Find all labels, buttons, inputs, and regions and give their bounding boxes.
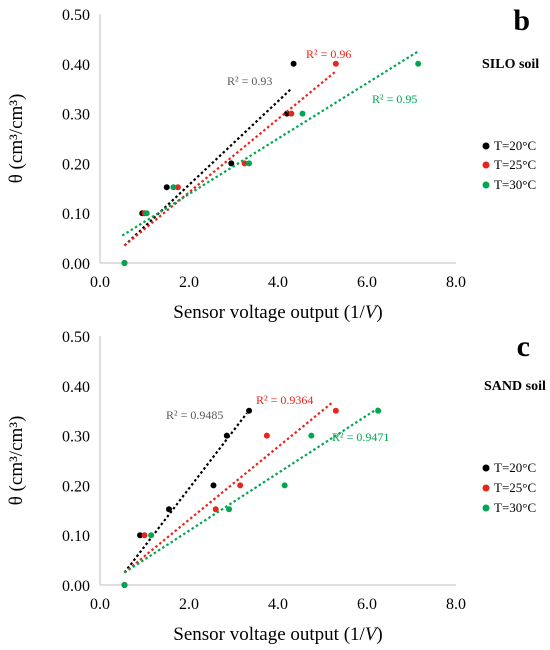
data-point bbox=[241, 160, 248, 167]
x-axis-label-text: Sensor voltage output (1/ bbox=[173, 624, 365, 645]
chart-panel-c: 0.00 0.10 0.20 0.30 0.40 0.50 0.0 2.0 4.0 6.0 8.0 S… bbox=[6, 329, 546, 645]
y-tick-label: 0.40 bbox=[62, 57, 90, 74]
x-axis-label-close: ) bbox=[376, 624, 382, 645]
y-tick-label: 0.10 bbox=[62, 206, 90, 223]
data-point bbox=[143, 210, 150, 217]
trendline bbox=[121, 50, 419, 237]
x-tick-label: 2.0 bbox=[179, 596, 199, 613]
chart-panel-b: 0.00 0.10 0.20 0.30 0.40 0.50 0.0 2.0 4.0 6.0 8.0 S… bbox=[6, 4, 539, 323]
data-point bbox=[137, 532, 144, 539]
y-tick-label: 0.30 bbox=[62, 107, 90, 124]
data-point bbox=[246, 160, 253, 167]
x-tick-label: 0.0 bbox=[90, 274, 110, 291]
legend-entry: T=25°C bbox=[494, 157, 536, 172]
y-tick-label: 0.50 bbox=[62, 7, 90, 24]
data-point bbox=[332, 60, 339, 67]
trendline bbox=[123, 70, 337, 247]
panel-label: c bbox=[517, 330, 530, 363]
y-tick-label: 0.40 bbox=[62, 379, 90, 396]
data-point bbox=[210, 482, 217, 489]
data-point bbox=[141, 532, 148, 539]
data-point bbox=[308, 432, 315, 439]
x-axis-label-text: Sensor voltage output (1/ bbox=[173, 302, 365, 323]
data-point bbox=[415, 60, 422, 67]
legend-entry: T=20°C bbox=[494, 460, 536, 475]
soil-label: SILO soil bbox=[482, 57, 539, 72]
x-axis-label: Sensor voltage output (1/V) bbox=[173, 302, 383, 323]
legend-entry: T=30°C bbox=[494, 500, 536, 515]
x-tick-label: 2.0 bbox=[179, 274, 199, 291]
r-squared-label: R² = 0.9485 bbox=[166, 408, 223, 422]
data-point bbox=[226, 506, 233, 513]
legend-entry: T=25°C bbox=[494, 480, 536, 495]
data-point bbox=[223, 432, 230, 439]
series-0: R² = 0.9485 bbox=[121, 407, 253, 588]
x-tick-label: 8.0 bbox=[446, 596, 466, 613]
data-point bbox=[174, 184, 181, 191]
legend-marker bbox=[482, 181, 490, 189]
series-1: R² = 0.9364 bbox=[121, 393, 339, 588]
legend-marker bbox=[482, 464, 490, 472]
x-tick-label: 4.0 bbox=[268, 274, 288, 291]
x-axis-label-variable: V bbox=[365, 302, 379, 323]
data-point bbox=[212, 506, 219, 513]
y-axis-label: θ (cm³/cm³) bbox=[6, 94, 27, 184]
trendline bbox=[123, 87, 293, 247]
data-point bbox=[165, 506, 172, 513]
data-point bbox=[237, 482, 244, 489]
series-2: R² = 0.9471 bbox=[121, 407, 389, 588]
legend-marker bbox=[482, 484, 490, 492]
legend-marker bbox=[482, 161, 490, 169]
data-point bbox=[299, 110, 306, 117]
data-point bbox=[121, 582, 128, 588]
data-point bbox=[290, 60, 297, 67]
x-axis-label-variable: V bbox=[365, 624, 379, 645]
y-axis-label: θ (cm³/cm³) bbox=[6, 416, 27, 506]
soil-label: SAND soil bbox=[484, 379, 546, 394]
data-point bbox=[283, 110, 290, 117]
series-2: R² = 0.95 bbox=[121, 50, 422, 266]
y-tick-label: 0.00 bbox=[62, 256, 90, 273]
x-tick-label: 0.0 bbox=[90, 596, 110, 613]
panel-label: b bbox=[513, 4, 530, 37]
legend-marker bbox=[482, 504, 490, 512]
y-tick-label: 0.20 bbox=[62, 478, 90, 495]
x-tick-label: 4.0 bbox=[268, 596, 288, 613]
trendline bbox=[123, 402, 333, 574]
x-tick-label: 6.0 bbox=[357, 596, 377, 613]
r-squared-label: R² = 0.9364 bbox=[256, 393, 313, 407]
data-point bbox=[288, 110, 295, 117]
y-tick-label: 0.50 bbox=[62, 329, 90, 346]
r-squared-label: R² = 0.95 bbox=[372, 92, 417, 106]
y-tick-label: 0.30 bbox=[62, 429, 90, 446]
trendline bbox=[123, 412, 248, 574]
data-point bbox=[375, 407, 382, 414]
y-tick-label: 0.10 bbox=[62, 528, 90, 545]
data-point bbox=[263, 432, 270, 439]
data-point bbox=[121, 260, 128, 266]
legend-marker bbox=[482, 142, 490, 150]
trendline bbox=[123, 407, 379, 574]
y-tick-label: 0.20 bbox=[62, 156, 90, 173]
r-squared-label: R² = 0.9471 bbox=[332, 430, 389, 444]
x-tick-label: 6.0 bbox=[357, 274, 377, 291]
y-tick-label: 0.00 bbox=[62, 578, 90, 595]
x-axis-label: Sensor voltage output (1/V) bbox=[173, 624, 383, 645]
r-squared-label: R² = 0.93 bbox=[227, 74, 272, 88]
data-point bbox=[163, 184, 170, 191]
legend-entry: T=20°C bbox=[494, 138, 536, 153]
data-point bbox=[246, 407, 253, 414]
legend-entry: T=30°C bbox=[494, 177, 536, 192]
data-point bbox=[332, 407, 339, 414]
series-0: R² = 0.93 bbox=[121, 60, 297, 266]
data-point bbox=[228, 160, 235, 167]
data-point bbox=[170, 184, 177, 191]
x-axis-label-close: ) bbox=[376, 302, 382, 323]
data-point bbox=[281, 482, 288, 489]
r-squared-label: R² = 0.96 bbox=[306, 47, 351, 61]
data-point bbox=[148, 532, 155, 539]
x-tick-label: 8.0 bbox=[446, 274, 466, 291]
